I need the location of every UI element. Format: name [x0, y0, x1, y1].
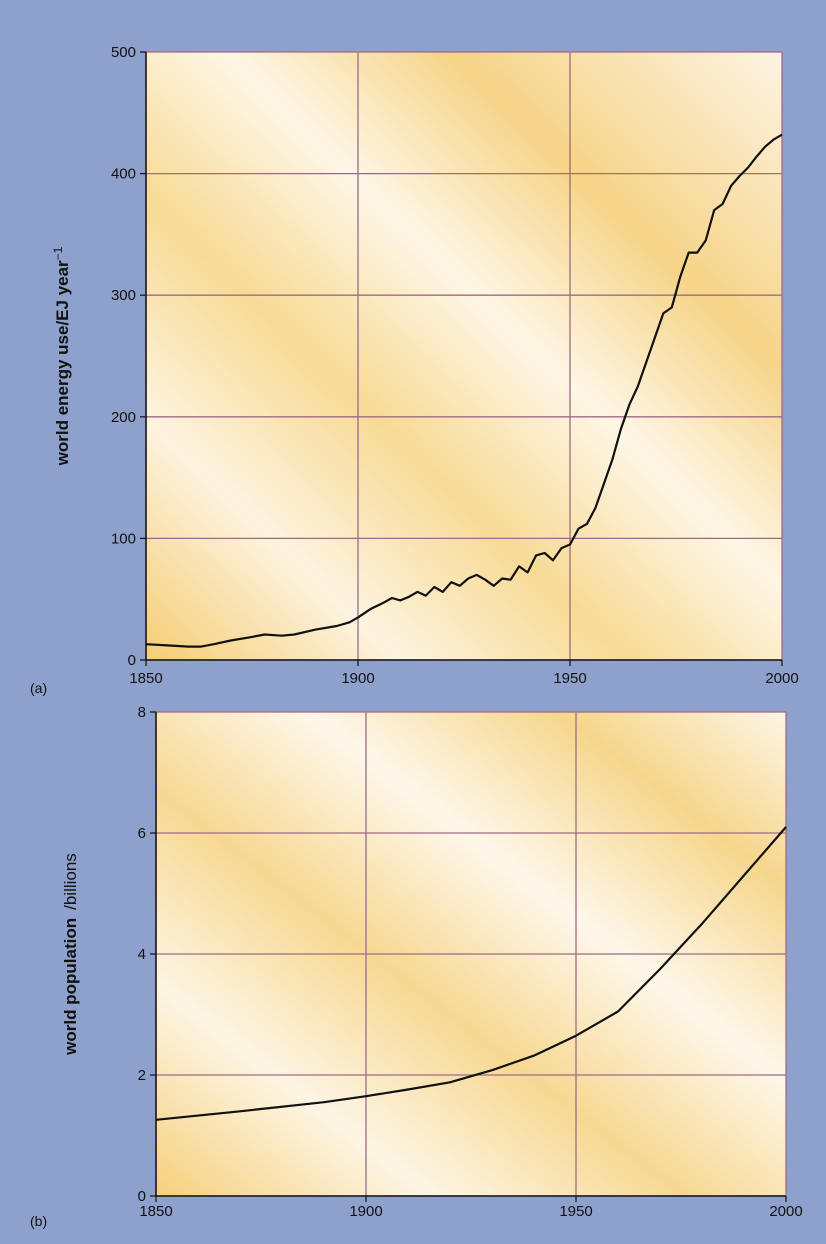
- population-y-axis-label: world population/billions: [61, 853, 80, 1056]
- energy-y-axis-label-unit: −1: [51, 246, 65, 260]
- population-y-axis-label-unit: /billions: [61, 853, 80, 910]
- population-y-axis-label-main: world population: [61, 918, 80, 1056]
- energy-x-tick-label: 2000: [765, 670, 798, 687]
- energy-y-tick-label: 100: [111, 530, 136, 547]
- population-chart: 0 2 4 6 8 1850 1900 1950 2000 (b) world populat…: [30, 704, 803, 1229]
- energy-y-tick-label: 0: [128, 652, 136, 669]
- population-y-tick-label: 4: [138, 946, 146, 963]
- energy-plot-area: [146, 52, 782, 660]
- population-x-ticks: 1850 1900 1950 2000: [139, 1196, 803, 1220]
- energy-y-tick-label: 300: [111, 287, 136, 304]
- energy-panel-label: (a): [30, 680, 47, 696]
- energy-x-tick-label: 1850: [129, 670, 162, 687]
- population-panel-label: (b): [30, 1213, 47, 1229]
- population-y-ticks: 0 2 4 6 8: [138, 704, 156, 1205]
- energy-y-tick-label: 400: [111, 166, 136, 183]
- population-x-tick-label: 1850: [139, 1203, 172, 1220]
- energy-y-ticks: 0 100 200 300 400 500: [111, 44, 146, 669]
- population-gridlines: [155, 711, 787, 1197]
- population-y-tick-label: 6: [138, 825, 146, 842]
- energy-y-axis-label-main: world energy use/EJ year: [53, 260, 72, 466]
- energy-y-tick-label: 200: [111, 409, 136, 426]
- population-y-tick-label: 8: [138, 704, 146, 721]
- energy-x-ticks: 1850 1900 1950 2000: [129, 660, 799, 687]
- energy-y-tick-label: 500: [111, 44, 136, 61]
- energy-x-tick-label: 1950: [553, 670, 586, 687]
- energy-gridlines: [145, 51, 783, 661]
- energy-x-tick-label: 1900: [341, 670, 374, 687]
- population-x-tick-label: 1950: [559, 1203, 592, 1220]
- population-y-tick-label: 0: [138, 1188, 146, 1205]
- population-x-tick-label: 2000: [769, 1203, 802, 1220]
- population-x-tick-label: 1900: [349, 1203, 382, 1220]
- energy-y-axis-label: world energy use/EJ year−1: [51, 246, 72, 466]
- energy-chart: 0 100 200 300 400 500 1850 1900 1950 2000 (a) wo…: [30, 44, 799, 696]
- population-y-tick-label: 2: [138, 1067, 146, 1084]
- population-series-line: [155, 826, 787, 1121]
- energy-series-line: [145, 133, 783, 648]
